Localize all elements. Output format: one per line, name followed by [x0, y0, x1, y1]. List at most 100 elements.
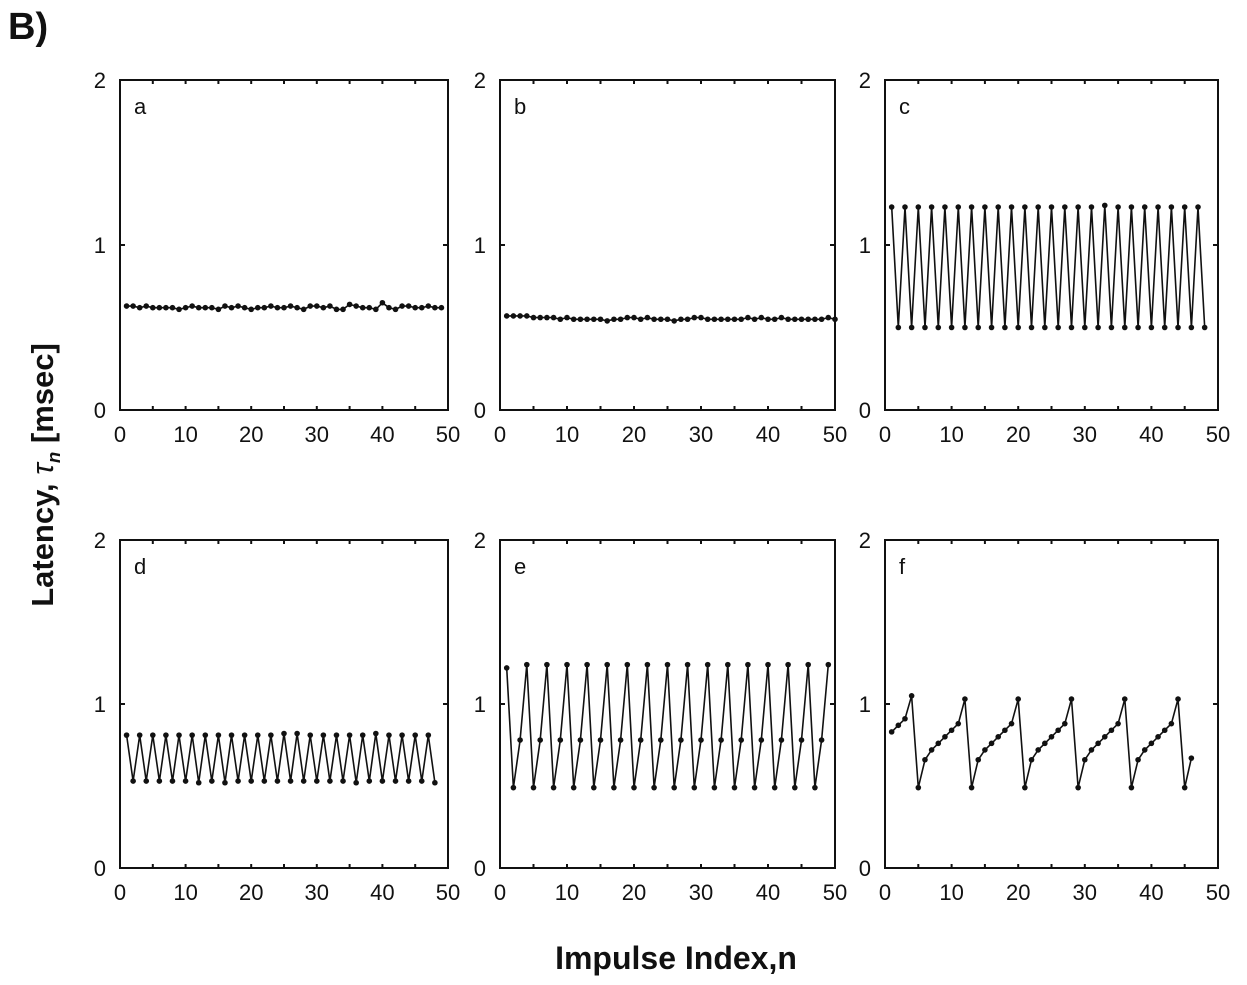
data-point — [948, 727, 955, 734]
data-point — [241, 304, 248, 311]
data-point — [1095, 740, 1101, 747]
data-point — [235, 303, 241, 309]
y-tick-label: 2 — [859, 68, 871, 93]
data-point — [1115, 720, 1121, 727]
data-point — [678, 316, 684, 323]
data-point — [591, 316, 597, 323]
data-point — [274, 778, 281, 784]
data-point — [611, 784, 617, 791]
series-line — [125, 732, 436, 784]
data-point — [503, 313, 510, 319]
x-tick-label: 20 — [622, 422, 646, 447]
plot-frame — [119, 79, 449, 411]
data-point — [888, 729, 895, 735]
data-point — [353, 779, 359, 786]
data-point — [684, 661, 691, 668]
x-tick-label: 40 — [756, 880, 780, 905]
x-tick-label: 50 — [1206, 422, 1230, 447]
data-point — [577, 737, 584, 743]
data-point — [268, 732, 274, 738]
x-tick-label: 40 — [756, 422, 780, 447]
data-point — [176, 732, 182, 738]
data-point — [798, 737, 805, 743]
data-point — [1015, 696, 1021, 702]
data-point — [895, 722, 902, 729]
data-point — [1201, 324, 1208, 331]
data-point — [1068, 696, 1075, 702]
x-tick-label: 30 — [689, 880, 713, 905]
data-point — [988, 324, 995, 331]
data-point — [975, 324, 982, 331]
data-point — [812, 316, 818, 323]
data-point — [254, 732, 261, 738]
data-point — [261, 778, 268, 784]
x-tick-label: 0 — [494, 422, 506, 447]
x-tick-label: 50 — [823, 880, 847, 905]
y-tick-label: 1 — [859, 233, 871, 258]
data-point — [1015, 324, 1021, 331]
data-point — [399, 732, 405, 738]
data-point — [1175, 696, 1181, 702]
chart-panel-c: 0 10 20 30 40 50 0 1 2 c — [859, 68, 1230, 447]
data-point — [320, 304, 327, 311]
data-point — [1062, 204, 1068, 210]
data-point — [195, 304, 202, 311]
panel-label-a: a — [134, 94, 147, 119]
data-point — [818, 737, 825, 743]
data-point — [1135, 756, 1141, 763]
data-point — [942, 204, 948, 210]
data-point — [982, 747, 988, 753]
data-point — [169, 778, 176, 784]
data-point — [1128, 784, 1135, 791]
data-point — [895, 324, 902, 331]
data-point — [425, 303, 432, 309]
data-point — [698, 737, 704, 743]
x-tick-label: 50 — [1206, 880, 1230, 905]
data-point — [432, 304, 438, 311]
data-point — [1095, 324, 1101, 331]
data-point — [658, 316, 664, 323]
data-point — [438, 304, 445, 311]
data-point — [792, 316, 798, 323]
y-tick-label: 2 — [474, 68, 486, 93]
data-point — [631, 784, 637, 791]
data-point — [564, 661, 570, 668]
data-point — [281, 730, 287, 737]
x-tick-label: 0 — [114, 422, 126, 447]
data-point — [1022, 204, 1028, 210]
data-point — [503, 665, 510, 671]
data-point — [530, 314, 537, 321]
data-point — [510, 313, 517, 319]
data-point — [307, 732, 314, 738]
x-tick-label: 30 — [689, 422, 713, 447]
data-point — [169, 304, 176, 311]
data-point — [1175, 324, 1181, 331]
data-point — [320, 732, 327, 738]
data-point — [812, 784, 818, 791]
data-point — [274, 304, 281, 311]
data-point — [825, 314, 832, 321]
data-point — [738, 737, 744, 743]
figure-label: B) — [8, 6, 49, 48]
data-point — [1008, 204, 1015, 210]
y-tick-label: 1 — [474, 692, 486, 717]
data-point — [604, 318, 610, 324]
data-point — [1088, 204, 1095, 210]
data-point — [1188, 324, 1195, 331]
data-point — [1181, 204, 1188, 210]
data-point — [156, 304, 163, 311]
y-tick-label: 0 — [859, 856, 871, 881]
data-point — [359, 732, 366, 738]
data-point — [405, 778, 412, 784]
chart-panel-f: 0 10 20 30 40 50 0 1 2 f — [859, 528, 1230, 905]
data-point — [798, 316, 805, 323]
x-tick-label: 10 — [939, 880, 963, 905]
data-point — [517, 313, 523, 319]
data-point — [644, 314, 651, 321]
data-point — [1101, 202, 1108, 209]
data-point — [327, 778, 333, 784]
data-point — [731, 784, 738, 791]
data-point — [163, 304, 169, 311]
data-point — [1108, 727, 1115, 734]
data-point — [366, 778, 373, 784]
